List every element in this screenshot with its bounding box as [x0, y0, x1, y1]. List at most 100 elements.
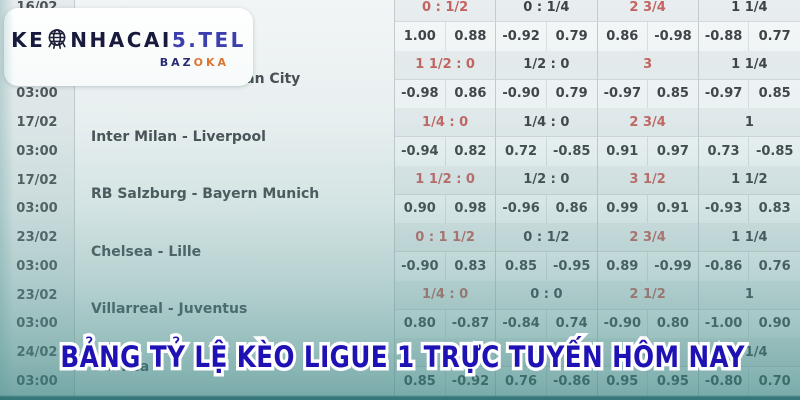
odds-value[interactable]: 0.79: [546, 22, 598, 51]
handicap-fulltime-overunder: 3 1/2: [597, 165, 699, 195]
odds-value[interactable]: 0.83: [749, 194, 800, 223]
match-teams-link[interactable]: Inter Milan - Liverpool: [75, 108, 395, 166]
handicap-halftime-overunder: 1: [698, 280, 800, 310]
globe-mascot-icon: [45, 27, 69, 54]
logo-text-suffix: 5.TEL: [171, 28, 246, 52]
handicap-fulltime-overunder: 2 3/4: [597, 108, 699, 137]
odds-value[interactable]: -0.97: [597, 79, 649, 108]
handicap-halftime-overunder: 1 1/4: [698, 0, 800, 22]
odds-value[interactable]: -0.94: [395, 137, 446, 166]
odds-value[interactable]: 0.80: [395, 309, 446, 338]
odds-value[interactable]: 0.79: [546, 79, 598, 108]
handicap-halftime-overunder: 1 1/4: [698, 50, 800, 80]
match-date: 17/02: [0, 108, 75, 137]
odds-value[interactable]: -0.88: [698, 22, 750, 51]
odds-value[interactable]: -0.85: [546, 137, 598, 166]
odds-value[interactable]: 0.86: [546, 194, 598, 223]
odds-value[interactable]: 0.77: [749, 22, 800, 51]
match-date: 17/02: [0, 165, 75, 195]
handicap-fulltime-asian: 1/4 : 0: [395, 280, 497, 310]
match-row: 17/02 03:00 RB Salzburg - Bayern Munich …: [0, 165, 800, 223]
odds-value[interactable]: 0.98: [445, 194, 497, 223]
odds-value[interactable]: 0.73: [698, 137, 750, 166]
handicap-fulltime-asian: 1/4 : 0: [395, 108, 497, 137]
logo-tagline: BAZOKA: [14, 57, 243, 68]
match-date: 23/02: [0, 280, 75, 310]
logo-text-prefix: KE: [11, 28, 46, 52]
match-teams-link[interactable]: Chelsea - Lille: [75, 223, 395, 281]
site-logo-wordmark: KE NHACAI 5.TEL: [11, 27, 246, 54]
odds-value[interactable]: 0.72: [496, 137, 547, 166]
handicap-fulltime-asian: 0 : 1/2: [395, 0, 497, 22]
odds-value[interactable]: -0.90: [395, 252, 446, 281]
handicap-halftime-asian: 0 : 0: [496, 280, 598, 310]
odds-value[interactable]: -1.00: [698, 309, 750, 338]
logo-text-mid: NHACAI: [70, 28, 172, 52]
tagline-left: BAZ: [159, 55, 194, 69]
odds-value[interactable]: 0.80: [648, 309, 699, 338]
handicap-halftime-asian: 0 : 1/4: [496, 0, 598, 22]
match-time: 03:00: [0, 137, 75, 166]
promo-banner-text: BẢNG TỶ LỆ KÈO LIGUE 1 TRỰC TUYẾN HÔM NA…: [60, 340, 745, 374]
odds-value[interactable]: -0.98: [395, 79, 446, 108]
odds-value[interactable]: -0.99: [648, 252, 699, 281]
odds-value[interactable]: -0.87: [445, 309, 497, 338]
handicap-fulltime-overunder: 2 3/4: [597, 0, 699, 22]
handicap-fulltime-overunder: 2 1/2: [597, 280, 699, 310]
odds-value[interactable]: 0.90: [395, 194, 446, 223]
odds-value[interactable]: 0.89: [597, 252, 649, 281]
odds-value[interactable]: -0.85: [749, 137, 800, 166]
odds-value[interactable]: -0.90: [597, 309, 649, 338]
odds-value[interactable]: -0.93: [698, 194, 750, 223]
odds-value[interactable]: 0.97: [648, 137, 699, 166]
odds-value[interactable]: 0.85: [749, 79, 800, 108]
handicap-halftime-asian: 0 : 1/2: [496, 223, 598, 252]
odds-value[interactable]: 0.91: [648, 194, 699, 223]
odds-value[interactable]: 1.00: [395, 22, 446, 51]
odds-value[interactable]: 0.91: [597, 137, 649, 166]
odds-value[interactable]: 0.82: [445, 137, 497, 166]
odds-value[interactable]: 0.85: [648, 79, 699, 108]
odds-value[interactable]: -0.90: [496, 79, 547, 108]
match-row: 17/02 03:00 Inter Milan - Liverpool 1/4 …: [0, 108, 800, 166]
tagline-right: OKA: [193, 55, 229, 69]
odds-value[interactable]: 0.83: [445, 252, 497, 281]
odds-value[interactable]: 0.85: [496, 252, 547, 281]
match-time: 03:00: [0, 309, 75, 338]
odds-value[interactable]: 0.74: [546, 309, 598, 338]
handicap-halftime-asian: 1/2 : 0: [496, 50, 598, 80]
odds-value[interactable]: -0.96: [496, 194, 547, 223]
odds-value[interactable]: 0.99: [597, 194, 649, 223]
match-time: 03:00: [0, 194, 75, 223]
match-time: 03:00: [0, 252, 75, 281]
odds-value[interactable]: -0.95: [546, 252, 598, 281]
handicap-halftime-overunder: 1 1/4: [698, 223, 800, 252]
handicap-fulltime-asian: 0 : 1 1/2: [395, 223, 497, 252]
handicap-fulltime-overunder: 3: [597, 50, 699, 80]
handicap-halftime-asian: 1/4 : 0: [496, 108, 598, 137]
match-date: 23/02: [0, 223, 75, 252]
odds-value[interactable]: 0.88: [445, 22, 497, 51]
handicap-halftime-overunder: 1: [698, 108, 800, 137]
odds-value[interactable]: -0.84: [496, 309, 547, 338]
handicap-halftime-overunder: 1 1/2: [698, 165, 800, 195]
handicap-fulltime-asian: 1 1/2 : 0: [395, 50, 497, 80]
match-teams-link[interactable]: Villarreal - Juventus: [75, 280, 395, 338]
handicap-halftime-asian: 1/2 : 0: [496, 165, 598, 195]
odds-value[interactable]: -0.92: [496, 22, 547, 51]
odds-value[interactable]: -0.98: [648, 22, 699, 51]
odds-value[interactable]: 0.76: [749, 252, 800, 281]
odds-value[interactable]: 0.86: [597, 22, 649, 51]
match-row: 23/02 03:00 Chelsea - Lille 0 : 1 1/2 0 …: [0, 223, 800, 281]
odds-value[interactable]: -0.97: [698, 79, 750, 108]
odds-value[interactable]: 0.90: [749, 309, 800, 338]
odds-value[interactable]: 0.86: [445, 79, 497, 108]
odds-value[interactable]: -0.86: [698, 252, 750, 281]
handicap-fulltime-overunder: 2 3/4: [597, 223, 699, 252]
match-teams-link[interactable]: RB Salzburg - Bayern Munich: [75, 165, 395, 223]
promo-banner: BẢNG TỶ LỆ KÈO LIGUE 1 TRỰC TUYẾN HÔM NA…: [0, 340, 800, 374]
handicap-fulltime-asian: 1 1/2 : 0: [395, 165, 497, 195]
site-logo[interactable]: KE NHACAI 5.TEL: [4, 8, 253, 86]
match-row: 23/02 03:00 Villarreal - Juventus 1/4 : …: [0, 280, 800, 338]
